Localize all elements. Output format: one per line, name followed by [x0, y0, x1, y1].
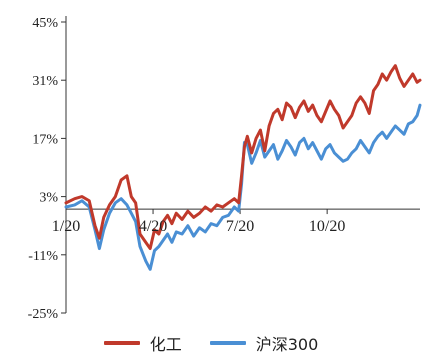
legend-item-csi300: 沪深300: [209, 331, 319, 355]
x-tick-label: 1/20: [52, 218, 80, 235]
y-tick-label: -11%: [28, 249, 58, 264]
legend-label-csi300: 沪深300: [255, 335, 319, 354]
x-tick-label: 4/20: [139, 218, 167, 235]
series-line-csi300: [64, 103, 422, 271]
y-tick-label: 45%: [32, 16, 58, 31]
legend-swatch-chemicals: [103, 341, 140, 345]
legend-label-chemicals: 化工: [149, 335, 182, 354]
y-tick-label: -25%: [28, 307, 59, 322]
y-tick-label: 31%: [32, 74, 58, 89]
x-tick-label: 10/20: [309, 218, 345, 235]
chart-legend: 化工 沪深300: [0, 332, 422, 354]
legend-item-chemicals: 化工: [103, 331, 182, 355]
legend-swatch-csi300: [209, 341, 246, 345]
x-tick-label: 7/20: [226, 218, 254, 235]
y-tick-label: 17%: [32, 132, 58, 147]
y-tick-label: 3%: [39, 191, 58, 206]
chart-plot-area: 45% 31% 17% 3% -11% -25% 1/20 4/20 7/20 10/20: [28, 16, 422, 322]
series-line-chemicals: [64, 64, 422, 251]
